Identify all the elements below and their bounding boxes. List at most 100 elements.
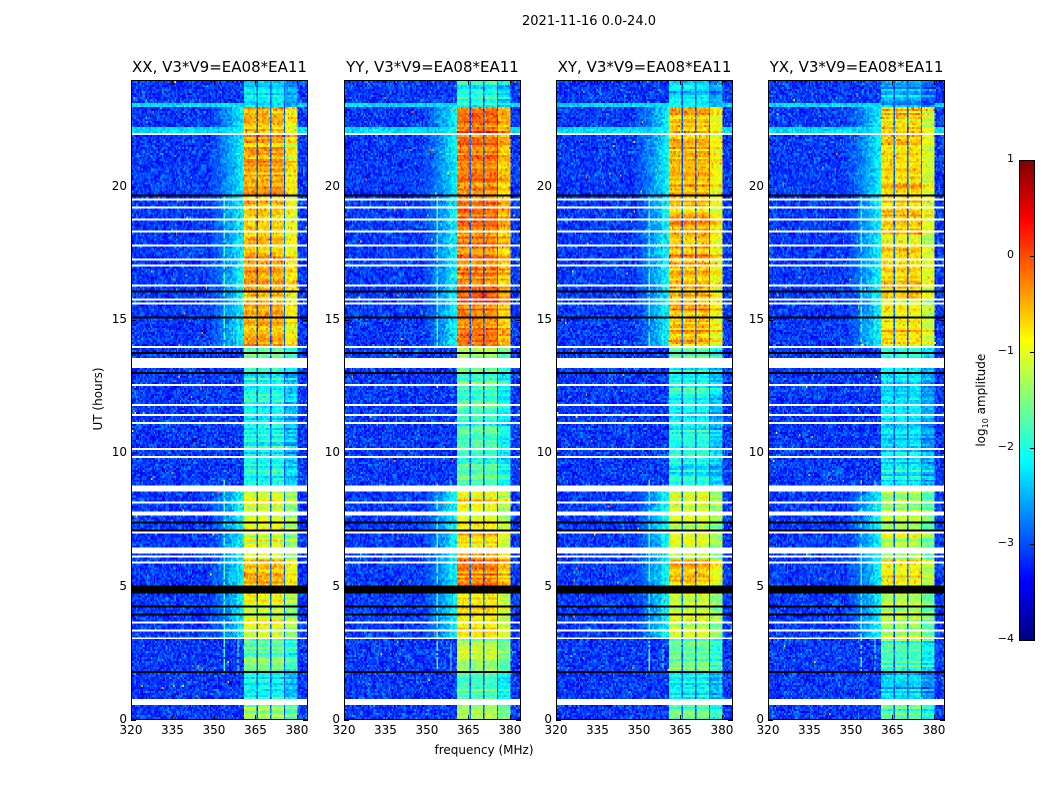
x-tick-mark (933, 715, 935, 720)
y-tick-mark (556, 586, 561, 588)
x-tick-mark (597, 715, 599, 720)
figure-title: 2021-11-16 0.0-24.0 (522, 14, 656, 29)
y-tick-label: 10 (536, 445, 552, 460)
panel-title: YX, V3*V9=EA08*EA11 (769, 58, 944, 76)
x-tick-mark (213, 715, 215, 720)
y-tick-label: 0 (756, 712, 764, 726)
y-tick-label: 0 (544, 712, 552, 726)
y-tick-mark (131, 320, 136, 321)
y-tick-mark (344, 720, 349, 721)
y-tick-mark (303, 320, 308, 321)
y-tick-mark (940, 453, 945, 455)
x-tick-label: 380 (922, 723, 946, 737)
y-tick-mark (131, 186, 136, 188)
y-tick-mark (516, 453, 521, 455)
colorbar-label-sub: 10 (981, 418, 991, 429)
x-tick-label: 320 (544, 723, 568, 737)
x-tick-mark (296, 80, 298, 85)
x-tick-mark (680, 715, 682, 720)
x-tick-mark (850, 80, 852, 85)
y-tick-label: 10 (111, 445, 127, 460)
heatmap-panel-xx (131, 80, 308, 720)
y-tick-label: 15 (748, 312, 764, 326)
y-tick-mark (768, 453, 773, 455)
y-tick-mark (940, 720, 945, 721)
x-tick-label: 380 (285, 723, 309, 737)
colorbar-tick-label: 1 (1007, 152, 1014, 165)
x-tick-label: 365 (457, 723, 480, 737)
colorbar-tick-mark (1030, 160, 1034, 161)
colorbar (1019, 160, 1035, 641)
y-tick-mark (768, 186, 773, 188)
y-tick-mark (940, 586, 945, 588)
y-tick-label: 15 (111, 312, 127, 326)
x-tick-mark (344, 80, 345, 85)
x-tick-label: 365 (669, 723, 692, 737)
y-tick-label: 5 (544, 578, 552, 593)
y-tick-mark (556, 720, 561, 721)
colorbar-tick-label: −3 (997, 536, 1014, 549)
y-tick-mark (516, 320, 521, 321)
x-tick-mark (385, 715, 387, 720)
x-tick-label: 320 (119, 723, 143, 737)
x-tick-label: 365 (881, 723, 904, 737)
y-tick-label: 5 (332, 578, 340, 593)
y-tick-mark (728, 720, 733, 721)
y-tick-mark (344, 453, 349, 455)
colorbar-tick-label: −1 (997, 344, 1014, 357)
x-tick-mark (638, 80, 640, 85)
x-tick-label: 320 (332, 723, 356, 737)
x-tick-label: 365 (244, 723, 267, 737)
heatmap-image (132, 81, 307, 719)
x-tick-label: 335 (374, 723, 397, 737)
x-tick-label: 380 (710, 723, 734, 737)
colorbar-tick-mark (1030, 448, 1034, 449)
colorbar-tick-label: 0 (1007, 248, 1014, 261)
x-tick-mark (426, 80, 428, 85)
colorbar-tick-mark (1030, 640, 1034, 641)
x-tick-mark (385, 80, 387, 85)
x-tick-mark (721, 80, 723, 85)
y-tick-mark (728, 453, 733, 455)
y-tick-label: 5 (119, 578, 127, 593)
x-tick-label: 350 (627, 723, 651, 737)
heatmap-panel-yx (768, 80, 945, 720)
x-tick-mark (255, 715, 257, 720)
y-tick-mark (344, 186, 349, 188)
colorbar-tick-mark (1030, 256, 1034, 257)
y-tick-mark (556, 453, 561, 455)
x-tick-mark (933, 80, 935, 85)
y-tick-label: 10 (748, 445, 764, 460)
y-tick-mark (131, 720, 136, 721)
x-tick-mark (296, 715, 298, 720)
y-tick-mark (768, 586, 773, 588)
y-tick-mark (516, 186, 521, 188)
heatmap-panel-yy (344, 80, 521, 720)
x-tick-mark (809, 80, 811, 85)
x-tick-mark (556, 80, 557, 85)
x-tick-label: 335 (161, 723, 184, 737)
x-tick-mark (131, 80, 132, 85)
heatmap-panel-xy (556, 80, 733, 720)
colorbar-tick-label: −4 (997, 632, 1014, 645)
x-tick-mark (809, 715, 811, 720)
y-tick-label: 20 (536, 178, 552, 193)
x-tick-label: 350 (839, 723, 863, 737)
y-tick-mark (940, 320, 945, 321)
x-tick-label: 350 (202, 723, 226, 737)
x-tick-mark (892, 715, 894, 720)
y-tick-label: 15 (324, 312, 340, 326)
y-tick-mark (556, 320, 561, 321)
x-tick-mark (344, 715, 345, 720)
y-tick-mark (556, 186, 561, 188)
y-tick-label: 10 (324, 445, 340, 460)
x-tick-mark (509, 80, 511, 85)
y-tick-mark (728, 586, 733, 588)
y-tick-label: 0 (332, 712, 340, 726)
colorbar-tick-mark (1030, 544, 1034, 545)
y-tick-label: 20 (748, 178, 764, 193)
heatmap-image (769, 81, 944, 719)
colorbar-tick-label: −2 (997, 440, 1014, 453)
x-tick-mark (468, 715, 470, 720)
x-tick-mark (638, 715, 640, 720)
